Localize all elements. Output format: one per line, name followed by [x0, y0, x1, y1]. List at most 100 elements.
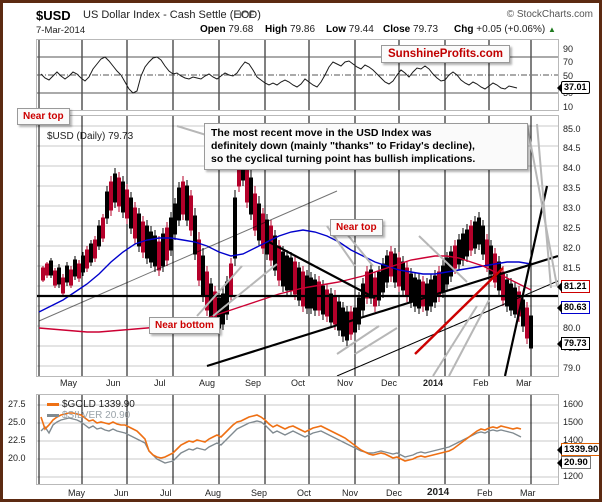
price-legend: $USD (Daily) 79.73: [47, 131, 134, 142]
price-ytick-82: 82.0: [563, 243, 581, 253]
xtick-aug-1: Aug: [199, 378, 216, 388]
xtick-feb-2: Feb: [477, 488, 493, 498]
open-value: 79.68: [228, 24, 254, 35]
price-ytick-80: 80.0: [563, 323, 581, 333]
annotation-line-1: The most recent move in the USD Index wa…: [211, 127, 432, 139]
exchange-label: ICE: [239, 10, 255, 21]
silver-value-flag: 20.90: [557, 456, 591, 469]
gold-silver-panel: [36, 394, 559, 485]
gold-line: [40, 412, 522, 462]
trendline-steep-right: [503, 185, 549, 376]
trendlines: [38, 190, 558, 376]
xtick-feb-1: Feb: [473, 378, 489, 388]
xtick-dec-2: Dec: [386, 488, 403, 498]
silver-color-swatch-icon: [47, 413, 59, 417]
xtick-mar-2: Mar: [520, 488, 536, 498]
rsi-line: [40, 56, 518, 94]
quote-date-label: 7-Mar-2014: [36, 25, 86, 36]
rsi-ytick-90: 90: [563, 44, 574, 54]
price-ytick-845: 84.5: [563, 143, 581, 153]
silver-line: [40, 417, 522, 464]
price-flag-close: 79.73: [557, 337, 590, 350]
chg-label: Chg: [454, 24, 474, 35]
gold-value-flag: 1339.90: [556, 443, 599, 456]
xtick-oct-1: Oct: [291, 378, 306, 388]
close-stat: Close 79.73: [383, 24, 438, 35]
price-ytick-79: 79.0: [563, 363, 581, 373]
low-value: 79.44: [348, 24, 374, 35]
price-flag-ma200: 81.21: [557, 280, 590, 293]
gold-horizontal-gridlines: [37, 404, 558, 478]
annotation-line-3: so the cyclical turning point has bullis…: [211, 153, 476, 165]
rsi-ytick-70: 70: [563, 57, 574, 67]
gold-legend-row: $GOLD 1339.90: [47, 399, 135, 410]
callout-near-bottom-1: Near bottom: [149, 317, 220, 334]
xtick-mar-1: Mar: [516, 378, 532, 388]
price-ytick-84: 84.0: [563, 163, 581, 173]
trendline-red-rising: [414, 267, 504, 355]
annotation-line-2: definitely down (mainly "thanks" to Frid…: [211, 140, 475, 152]
change-stat: Chg +0.05 (+0.06%) ▲: [454, 24, 556, 35]
candlestick-series: [41, 142, 533, 354]
security-name-label: US Dollar Index - Cash Settle (EOD): [83, 9, 261, 21]
gold-right-ytick-1200: 1200: [563, 471, 584, 481]
annotation-commentary-box: The most recent move in the USD Index wa…: [204, 123, 528, 170]
price-ytick-815: 81.5: [563, 263, 581, 273]
price-ytick-83: 83.0: [563, 203, 581, 213]
watermark-sunshineprofits: SunshineProfits.com: [381, 45, 511, 63]
xtick-nov-2: Nov: [342, 488, 359, 498]
price-ytick-835: 83.5: [563, 183, 581, 193]
gold-right-ytick-1400: 1400: [563, 435, 584, 445]
high-stat: High 79.86: [265, 24, 315, 35]
rsi-value-flag: 37.01: [557, 81, 590, 94]
chg-value: +0.05 (+0.06%): [476, 24, 546, 35]
symbol-label: $USD: [36, 8, 71, 23]
xtick-2014-1: 2014: [423, 378, 444, 388]
low-label: Low: [326, 24, 346, 35]
usd-index-plot: [37, 116, 558, 376]
gold-left-ytick-250: 25.0: [8, 417, 26, 427]
xtick-oct-2: Oct: [297, 488, 312, 498]
moving-average-blue: [38, 229, 532, 313]
gold-legend-label: $GOLD 1339.90: [62, 399, 135, 410]
xtick-jun-1: Jun: [106, 378, 121, 388]
silver-legend-row: $SILVER 20.90: [47, 410, 130, 421]
moving-average-red: [38, 255, 532, 333]
close-label: Close: [383, 24, 411, 35]
xtick-may-1: May: [60, 378, 78, 388]
low-stat: Low 79.44: [326, 24, 374, 35]
high-label: High: [265, 24, 288, 35]
price-ytick-85: 85.0: [563, 124, 581, 134]
source-attribution: © StockCharts.com: [506, 9, 593, 20]
xtick-jun-2: Jun: [114, 488, 129, 498]
xtick-may-2: May: [68, 488, 86, 498]
price-flag-ma50: 80.63: [557, 301, 590, 314]
high-value: 79.86: [290, 24, 316, 35]
callout-near-top-1: Near top: [17, 108, 70, 125]
gold-left-ytick-200: 20.0: [8, 453, 26, 463]
gold-color-swatch-icon: [47, 402, 59, 406]
xtick-nov-1: Nov: [337, 378, 354, 388]
xtick-jul-1: Jul: [154, 378, 166, 388]
silver-legend-label: $SILVER 20.90: [62, 410, 131, 421]
gold-silver-plot: [37, 395, 558, 484]
xtick-2014-2: 2014: [427, 487, 450, 498]
rsi-ytick-10: 10: [563, 102, 574, 112]
close-value: 79.73: [413, 24, 439, 35]
xtick-aug-2: Aug: [205, 488, 222, 498]
rsi-ytick-50: 50: [563, 71, 574, 81]
xtick-sep-1: Sep: [245, 378, 262, 388]
gold-right-ytick-1500: 1500: [563, 417, 584, 427]
gold-vertical-gridlines: [38, 395, 532, 484]
callout-near-top-2: Near top: [330, 219, 383, 236]
gold-right-ytick-1600: 1600: [563, 399, 584, 409]
xtick-sep-2: Sep: [251, 488, 268, 498]
xtick-jul-2: Jul: [160, 488, 172, 498]
chart-header: $USD US Dollar Index - Cash Settle (EOD)…: [3, 3, 599, 39]
xtick-dec-1: Dec: [381, 378, 398, 388]
open-stat: Open 79.68: [200, 24, 253, 35]
chg-up-triangle-icon: ▲: [547, 25, 556, 34]
gold-left-ytick-225: 22.5: [8, 435, 26, 445]
price-ytick-825: 82.5: [563, 223, 581, 233]
